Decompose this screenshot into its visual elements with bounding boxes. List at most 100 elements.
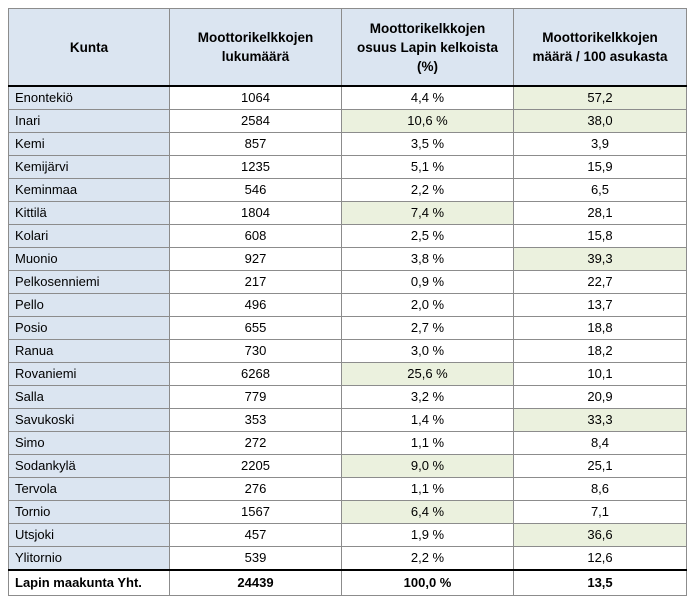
snowmobile-table: Kunta Moottorikelkkojen lukumäärä Mootto… xyxy=(8,8,687,596)
header-lukumaara-line1: Moottorikelkkojen xyxy=(197,30,314,45)
cell-kunta: Muonio xyxy=(8,247,170,271)
cell-per100: 39,3 xyxy=(513,247,687,271)
cell-per100: 18,2 xyxy=(513,339,687,363)
cell-per100: 38,0 xyxy=(513,109,687,133)
cell-kunta: Kemi xyxy=(8,132,170,156)
cell-lukumaara: 1804 xyxy=(169,201,342,225)
cell-osuus: 3,0 % xyxy=(341,339,514,363)
table-row: Sodankylä 2205 9,0 % 25,1 xyxy=(8,454,687,478)
cell-lukumaara: 1567 xyxy=(169,500,342,524)
cell-osuus: 25,6 % xyxy=(341,362,514,386)
cell-per100: 3,9 xyxy=(513,132,687,156)
cell-lukumaara: 6268 xyxy=(169,362,342,386)
cell-per100: 20,9 xyxy=(513,385,687,409)
table-header: Kunta Moottorikelkkojen lukumäärä Mootto… xyxy=(8,8,687,87)
cell-per100: 7,1 xyxy=(513,500,687,524)
header-osuus: Moottorikelkkojen osuus Lapin kelkoista … xyxy=(341,8,514,87)
table-row: Salla 779 3,2 % 20,9 xyxy=(8,385,687,409)
cell-osuus: 3,5 % xyxy=(341,132,514,156)
cell-per100: 22,7 xyxy=(513,270,687,294)
cell-kunta: Salla xyxy=(8,385,170,409)
table-row: Tornio 1567 6,4 % 7,1 xyxy=(8,500,687,524)
cell-kunta: Enontekiö xyxy=(8,85,170,110)
cell-per100: 8,6 xyxy=(513,477,687,501)
cell-kunta: Keminmaa xyxy=(8,178,170,202)
cell-per100: 33,3 xyxy=(513,408,687,432)
header-osuus-line3: (%) xyxy=(417,58,438,74)
cell-per100: 18,8 xyxy=(513,316,687,340)
cell-lukumaara: 608 xyxy=(169,224,342,248)
cell-per100: 57,2 xyxy=(513,85,687,110)
table-row: Kolari 608 2,5 % 15,8 xyxy=(8,224,687,248)
table-body: Enontekiö 1064 4,4 % 57,2 Inari 2584 10,6 % 38,… xyxy=(8,85,687,571)
cell-kunta: Simo xyxy=(8,431,170,455)
cell-kunta: Kittilä xyxy=(8,201,170,225)
cell-per100: 28,1 xyxy=(513,201,687,225)
header-lukumaara: Moottorikelkkojen lukumäärä xyxy=(169,8,342,87)
table-footer: Lapin maakunta Yht. 24439 100,0 % 13,5 xyxy=(8,569,687,596)
cell-lukumaara: 927 xyxy=(169,247,342,271)
cell-osuus: 3,8 % xyxy=(341,247,514,271)
total-per100: 13,5 xyxy=(513,569,687,596)
table-row: Inari 2584 10,6 % 38,0 xyxy=(8,109,687,133)
cell-osuus: 2,7 % xyxy=(341,316,514,340)
total-lukumaara: 24439 xyxy=(169,569,342,596)
table-row: Kittilä 1804 7,4 % 28,1 xyxy=(8,201,687,225)
cell-osuus: 2,5 % xyxy=(341,224,514,248)
cell-lukumaara: 2205 xyxy=(169,454,342,478)
cell-lukumaara: 857 xyxy=(169,132,342,156)
cell-per100: 10,1 xyxy=(513,362,687,386)
cell-kunta: Pello xyxy=(8,293,170,317)
cell-kunta: Posio xyxy=(8,316,170,340)
cell-lukumaara: 1064 xyxy=(169,85,342,110)
cell-lukumaara: 539 xyxy=(169,546,342,571)
cell-lukumaara: 546 xyxy=(169,178,342,202)
cell-kunta: Tervola xyxy=(8,477,170,501)
cell-osuus: 6,4 % xyxy=(341,500,514,524)
total-row: Lapin maakunta Yht. 24439 100,0 % 13,5 xyxy=(8,569,687,596)
cell-kunta: Rovaniemi xyxy=(8,362,170,386)
table-row: Tervola 276 1,1 % 8,6 xyxy=(8,477,687,501)
cell-osuus: 10,6 % xyxy=(341,109,514,133)
header-row: Kunta Moottorikelkkojen lukumäärä Mootto… xyxy=(8,8,687,87)
header-kunta: Kunta xyxy=(8,8,170,87)
cell-osuus: 7,4 % xyxy=(341,201,514,225)
cell-osuus: 1,4 % xyxy=(341,408,514,432)
cell-osuus: 2,2 % xyxy=(341,546,514,571)
cell-lukumaara: 457 xyxy=(169,523,342,547)
cell-kunta: Inari xyxy=(8,109,170,133)
cell-kunta: Ranua xyxy=(8,339,170,363)
header-per100-line1: Moottorikelkkojen xyxy=(542,30,658,45)
table-row: Kemi 857 3,5 % 3,9 xyxy=(8,132,687,156)
table-row: Muonio 927 3,8 % 39,3 xyxy=(8,247,687,271)
cell-kunta: Ylitornio xyxy=(8,546,170,571)
cell-lukumaara: 730 xyxy=(169,339,342,363)
cell-kunta: Kolari xyxy=(8,224,170,248)
cell-per100: 6,5 xyxy=(513,178,687,202)
cell-osuus: 1,1 % xyxy=(341,431,514,455)
cell-lukumaara: 1235 xyxy=(169,155,342,179)
cell-kunta: Kemijärvi xyxy=(8,155,170,179)
cell-lukumaara: 353 xyxy=(169,408,342,432)
cell-per100: 15,8 xyxy=(513,224,687,248)
cell-lukumaara: 779 xyxy=(169,385,342,409)
cell-osuus: 4,4 % xyxy=(341,85,514,110)
cell-lukumaara: 496 xyxy=(169,293,342,317)
table-row: Posio 655 2,7 % 18,8 xyxy=(8,316,687,340)
table-row: Savukoski 353 1,4 % 33,3 xyxy=(8,408,687,432)
table-row: Rovaniemi 6268 25,6 % 10,1 xyxy=(8,362,687,386)
table-row: Pelkosenniemi 217 0,9 % 22,7 xyxy=(8,270,687,294)
cell-per100: 15,9 xyxy=(513,155,687,179)
cell-per100: 25,1 xyxy=(513,454,687,478)
cell-per100: 8,4 xyxy=(513,431,687,455)
total-osuus: 100,0 % xyxy=(341,569,514,596)
header-kunta-label: Kunta xyxy=(69,39,109,55)
cell-per100: 12,6 xyxy=(513,546,687,571)
cell-per100: 36,6 xyxy=(513,523,687,547)
header-lukumaara-line2: lukumäärä xyxy=(221,49,290,64)
cell-lukumaara: 217 xyxy=(169,270,342,294)
cell-kunta: Savukoski xyxy=(8,408,170,432)
cell-per100: 13,7 xyxy=(513,293,687,317)
table-row: Ranua 730 3,0 % 18,2 xyxy=(8,339,687,363)
table-row: Keminmaa 546 2,2 % 6,5 xyxy=(8,178,687,202)
